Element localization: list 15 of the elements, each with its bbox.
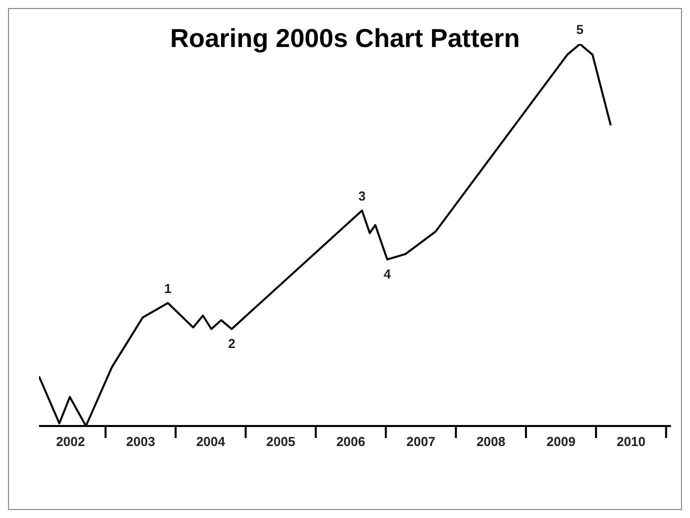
x-tick-label: 2002 <box>56 434 85 449</box>
annotation: 2 <box>228 336 236 352</box>
x-tick-label: 2009 <box>546 434 576 449</box>
annotation: 1 <box>164 280 172 296</box>
x-tick-label: 2006 <box>336 434 366 449</box>
x-tick-label: 2005 <box>266 434 296 449</box>
x-tick-label: 2010 <box>616 434 646 449</box>
x-tick-label: 2007 <box>406 434 436 449</box>
annotation: 3 <box>358 188 366 204</box>
x-tick-label: 2004 <box>196 434 226 449</box>
chart-title: Roaring 2000s Chart Pattern <box>170 23 520 53</box>
x-tick-label: 2008 <box>476 434 506 449</box>
annotation: 4 <box>384 266 392 282</box>
annotation: 5 <box>576 22 584 37</box>
x-tick-label: 2003 <box>126 434 156 449</box>
